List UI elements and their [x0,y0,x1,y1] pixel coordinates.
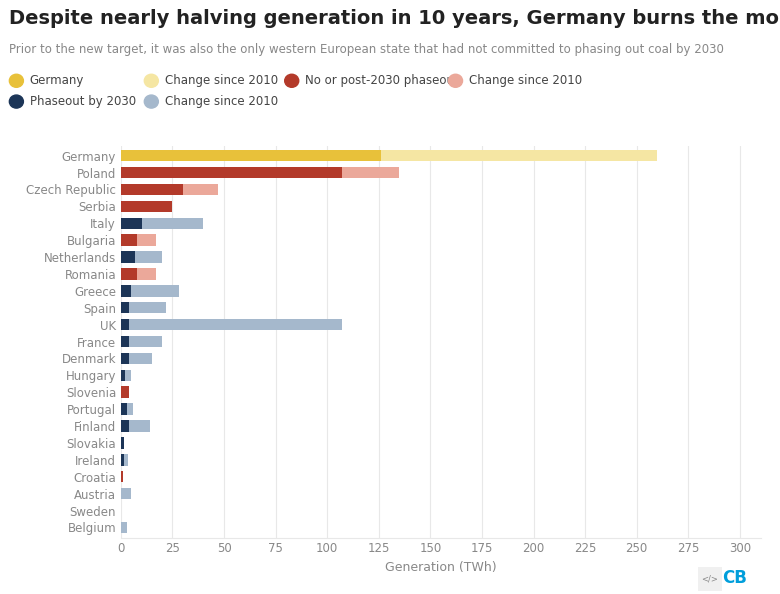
Bar [121,285,179,296]
Bar [121,285,131,296]
Text: No or post-2030 phaseout: No or post-2030 phaseout [305,74,459,87]
Text: Change since 2010: Change since 2010 [469,74,582,87]
Bar [121,268,137,280]
Bar [121,184,218,195]
Text: Change since 2010: Change since 2010 [165,74,278,87]
Text: </>: </> [701,574,718,584]
X-axis label: Generation (TWh): Generation (TWh) [385,561,497,574]
Bar [121,403,133,415]
Bar [121,319,129,330]
Bar [121,421,129,432]
Bar [121,235,156,246]
Bar [121,353,129,364]
Bar [121,353,152,364]
Bar [121,217,141,229]
Bar [121,268,156,280]
Text: Despite nearly halving generation in 10 years, Germany burns the most coal in Eu: Despite nearly halving generation in 10 … [9,9,780,28]
Bar [121,336,162,347]
Bar [121,336,129,347]
Bar [121,471,122,482]
Bar [121,454,128,466]
Bar [121,150,381,162]
Bar [121,488,131,500]
Text: Prior to the new target, it was also the only western European state that had no: Prior to the new target, it was also the… [9,43,725,56]
Bar [121,150,658,162]
Bar [121,184,183,195]
Bar [121,251,162,263]
Bar [121,369,131,381]
Bar [121,387,129,398]
Bar [121,167,342,178]
Text: Change since 2010: Change since 2010 [165,95,278,108]
Bar [121,319,342,330]
Bar [121,369,125,381]
Bar [121,522,127,533]
Bar [121,167,399,178]
Bar [121,201,172,212]
Bar [121,302,129,314]
Bar [121,454,124,466]
Bar [121,251,136,263]
Text: Phaseout by 2030: Phaseout by 2030 [30,95,136,108]
Bar [121,437,124,448]
Bar [121,235,137,246]
Bar [121,403,127,415]
Bar [121,421,150,432]
Text: Germany: Germany [30,74,84,87]
Bar [121,217,204,229]
Bar [121,302,166,314]
Text: CB: CB [722,569,747,587]
